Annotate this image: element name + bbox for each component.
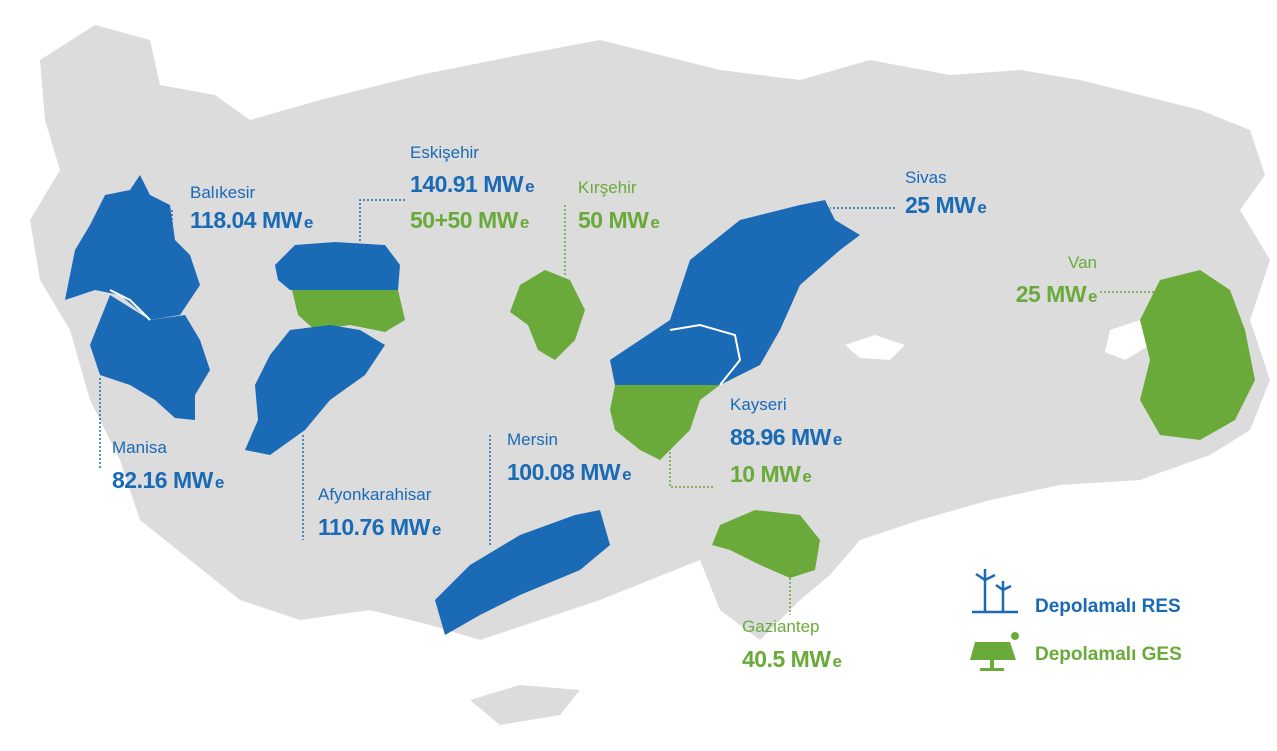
capacity-label: 25 MW e <box>905 192 986 218</box>
province-name: Gaziantep <box>742 617 820 636</box>
capacity-label: 50 MW e <box>578 207 659 233</box>
lake <box>845 335 905 360</box>
legend-label: Depolamalı RES <box>1035 596 1181 617</box>
legend-label: Depolamalı GES <box>1035 644 1182 665</box>
capacity-label: 50+50 MW e <box>410 207 529 233</box>
capacity-label: 40.5 MW e <box>742 646 842 672</box>
capacity-label: 140.91 MW e <box>410 171 534 197</box>
legend: Depolamalı RES Depolamalı GES <box>1035 596 1182 665</box>
province-name: Sivas <box>905 168 947 187</box>
province-name: Afyonkarahisar <box>318 485 432 504</box>
country-outline <box>30 25 1270 725</box>
province-name: Eskişehir <box>410 143 479 162</box>
province-name: Kayseri <box>730 395 787 414</box>
province-name: Kırşehir <box>578 178 637 197</box>
capacity-label: 100.08 MW e <box>507 459 631 485</box>
legend-icons <box>970 569 1019 671</box>
province-name: Manisa <box>112 438 167 457</box>
province-labels: Balıkesir 118.04 MW e Eskişehir 140.91 MW e 50… <box>112 143 1098 672</box>
lake <box>1105 320 1150 360</box>
capacity-label: 118.04 MW e <box>190 207 313 233</box>
capacity-label: 10 MW e <box>730 461 811 487</box>
province-name: Van <box>1068 253 1097 272</box>
leader-lines <box>99 199 1160 615</box>
capacity-label: 25 MW e <box>1016 281 1097 307</box>
province-name: Balıkesir <box>190 183 256 202</box>
province-shapes <box>65 175 1255 635</box>
capacity-label: 82.16 MW e <box>112 467 224 493</box>
capacity-label: 110.76 MW e <box>318 514 441 540</box>
capacity-label: 88.96 MW e <box>730 424 842 450</box>
province-name: Mersin <box>507 430 558 449</box>
